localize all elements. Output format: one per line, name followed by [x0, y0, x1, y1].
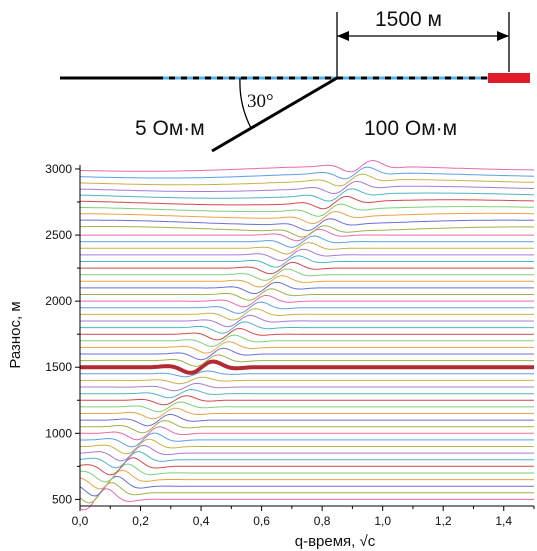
- trace: [79, 463, 534, 483]
- trace: [80, 389, 534, 399]
- trace: [79, 173, 535, 187]
- y-tick-label: 2500: [45, 228, 72, 242]
- trace: [80, 432, 534, 448]
- trace: [79, 488, 534, 511]
- left-layer-label: 5 Ом·м: [135, 117, 205, 140]
- y-tick-label: 1000: [45, 426, 72, 440]
- trace: [80, 275, 534, 288]
- trace: [79, 482, 534, 504]
- trace: [80, 334, 534, 347]
- chart: 0,0 0,2 0,4 0,6 0,8 1,0 1,2 1,4 500 1000 1500 2000…: [7, 159, 535, 550]
- trace: [79, 195, 535, 210]
- trace: [79, 451, 534, 469]
- trace: [80, 288, 534, 301]
- y-tick-label: 2000: [45, 294, 72, 308]
- x-tick-label: 0,6: [253, 514, 270, 528]
- trace: [80, 401, 534, 413]
- trace: [79, 457, 534, 476]
- source-marker: [488, 73, 530, 83]
- plot-area: [80, 165, 534, 506]
- trace: [80, 314, 534, 328]
- x-tick-label: 0,0: [72, 514, 89, 528]
- trace: [79, 469, 534, 490]
- dimension-arrow-right: [497, 31, 509, 41]
- trace: [80, 242, 534, 255]
- x-ticks: 0,0 0,2 0,4 0,6 0,8 1,0 1,2 1,4: [72, 506, 535, 528]
- x-tick-label: 0,4: [193, 514, 210, 528]
- trace-highlighted: [80, 359, 534, 375]
- trace: [80, 268, 534, 281]
- trace: [80, 308, 534, 321]
- x-tick-label: 1,0: [374, 514, 391, 528]
- trace: [80, 321, 534, 334]
- x-axis-title: q-время, √c: [295, 533, 376, 550]
- y-tick-label: 500: [52, 492, 72, 506]
- trace: [80, 225, 534, 238]
- trace: [79, 166, 535, 180]
- trace: [80, 235, 534, 248]
- trace: [80, 426, 534, 441]
- y-tick-label: 3000: [45, 162, 72, 176]
- y-tick-label: 1500: [45, 360, 72, 374]
- trace: [80, 407, 534, 420]
- trace: [80, 301, 534, 314]
- x-tick-label: 1,2: [435, 514, 452, 528]
- trace: [80, 341, 534, 354]
- trace: [80, 413, 534, 427]
- trace: [79, 203, 535, 217]
- dimension-arrow-left: [337, 31, 349, 41]
- trace: [80, 370, 534, 378]
- y-axis-title: Разнос, м: [7, 301, 24, 368]
- x-tick-label: 1,4: [495, 514, 512, 528]
- trace: [80, 395, 534, 406]
- distance-label: 1500 м: [375, 8, 442, 31]
- trace: [80, 261, 534, 275]
- axes: [79, 165, 534, 507]
- trace: [80, 327, 534, 341]
- x-tick-label: 0,8: [314, 514, 331, 528]
- trace: [79, 188, 534, 202]
- right-layer-label: 100 Ом·м: [364, 117, 457, 140]
- x-tick-label: 0,2: [132, 514, 149, 528]
- trace: [80, 420, 534, 434]
- contact-line: [211, 76, 338, 153]
- trace: [80, 382, 534, 392]
- trace: [80, 347, 534, 361]
- trace: [80, 248, 534, 262]
- trace: [80, 281, 534, 295]
- trace: [79, 438, 534, 455]
- trace: [79, 444, 534, 462]
- trace: [80, 255, 534, 268]
- trace: [79, 475, 534, 497]
- angle-label: 30°: [247, 91, 274, 112]
- trace: [80, 211, 534, 225]
- trace: [80, 354, 534, 367]
- trace: [79, 181, 534, 195]
- trace: [80, 295, 534, 308]
- trace: [80, 376, 534, 385]
- geo-schema: 30° 1500 м 5 Ом·м 100 Ом·м: [60, 8, 530, 153]
- y-ticks: 500 1000 1500 2000 2500 3000: [45, 162, 80, 506]
- angle-arc: [239, 77, 252, 129]
- trace: [80, 218, 535, 232]
- traces: [79, 159, 535, 511]
- trace: [80, 159, 535, 173]
